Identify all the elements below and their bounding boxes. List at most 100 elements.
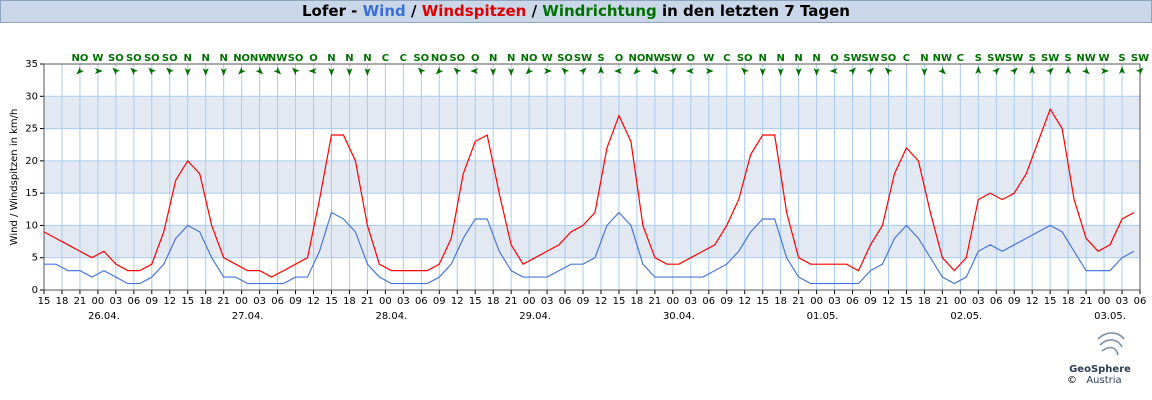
direction-arrow [76,66,85,75]
direction-label: SO [413,53,429,64]
direction-label: N [489,53,497,64]
direction-label: NW [1076,53,1095,64]
date-label: 28.04. [375,311,407,322]
direction-arrow [1081,66,1090,75]
direction-label: C [957,53,964,64]
direction-arrow [328,68,335,76]
direction-label: S [1029,53,1036,64]
x-tick-label: 00 [666,296,679,307]
x-tick-label: 03 [110,296,123,307]
y-tick-label: 5 [32,253,38,264]
x-tick-label: 12 [738,296,751,307]
x-tick-label: 21 [505,296,518,307]
direction-arrow [364,68,371,76]
direction-label: O [830,53,839,64]
direction-label: C [382,53,389,64]
y-tick-label: 30 [25,91,38,102]
x-tick-label: 21 [1080,296,1093,307]
x-tick-label: 15 [613,296,626,307]
x-tick-label: 18 [631,296,644,307]
x-tick-label: 06 [271,296,284,307]
direction-arrow [1009,67,1018,76]
direction-label: NO [521,53,538,64]
x-tick-label: 06 [846,296,859,307]
direction-label: N [327,53,335,64]
x-tick-label: 09 [864,296,877,307]
direction-arrow [650,66,659,75]
y-axis-label: Wind / Windspitzen in km/h [9,109,20,246]
direction-label: S [1065,53,1072,64]
direction-arrow [921,68,928,76]
x-tick-label: 21 [936,296,949,307]
direction-label: C [400,53,407,64]
direction-label: S [597,53,604,64]
direction-arrow [435,66,444,75]
x-tick-label: 06 [559,296,572,307]
title-part: Windspitzen [421,2,527,20]
x-tick-label: 21 [649,296,662,307]
direction-label: C [723,53,730,64]
direction-label: C [903,53,910,64]
direction-label: SO [288,53,304,64]
direction-arrow [1045,67,1054,76]
series-line [43,107,1135,278]
direction-label: N [345,53,353,64]
date-label: 02.05. [950,311,982,322]
x-tick-label: 00 [954,296,967,307]
direction-arrow [1065,66,1072,74]
direction-label: NW [268,53,287,64]
direction-arrow [633,66,642,75]
x-tick-label: 06 [702,296,715,307]
direction-label: S [975,53,982,64]
x-tick-label: 00 [523,296,536,307]
x-tick-label: 03 [684,296,697,307]
direction-arrow [1135,67,1144,76]
y-tick-label: 0 [32,285,38,296]
date-label: 29.04. [519,311,551,322]
direction-arrow [292,67,300,76]
direction-arrow [795,68,802,76]
direction-arrow [685,68,694,74]
direction-arrow [578,67,587,76]
copyright: © [1067,375,1077,386]
direction-arrow [470,68,479,74]
grid-band [44,96,1140,129]
x-tick-label: 12 [882,296,895,307]
y-tick-label: 25 [25,124,38,135]
direction-arrow [273,66,282,75]
x-tick-label: 15 [1044,296,1057,307]
x-tick-label: 15 [38,296,51,307]
x-tick-label: 09 [145,296,158,307]
direction-arrow [346,68,353,76]
direction-label: SO [108,53,124,64]
date-label: 01.05. [807,311,839,322]
grid-band [44,225,1140,258]
direction-arrow [866,67,875,76]
direction-arrow [705,68,714,74]
direction-arrow [1101,68,1110,74]
x-tick-label: 03 [828,296,841,307]
x-tick-label: 12 [307,296,320,307]
direction-label: SW [1005,53,1023,64]
title-part: Lofer - [302,2,363,20]
y-tick-label: 15 [25,188,38,199]
x-tick-label: 12 [451,296,464,307]
x-tick-label: 09 [1008,296,1021,307]
x-tick-label: 03 [1116,296,1129,307]
direction-label: S [1118,53,1125,64]
direction-arrow [166,67,175,76]
direction-label: W [703,53,714,64]
direction-label: N [363,53,371,64]
date-label: 27.04. [232,311,264,322]
series-line [44,211,1135,285]
y-tick-label: 20 [25,156,38,167]
x-tick-label: 18 [487,296,500,307]
direction-arrow [848,67,857,76]
direction-label: SW [1131,53,1149,64]
direction-arrow [741,67,749,76]
title-part: / [526,2,543,20]
x-tick-label: 21 [361,296,374,307]
direction-label: N [812,53,820,64]
logo [1097,332,1125,356]
